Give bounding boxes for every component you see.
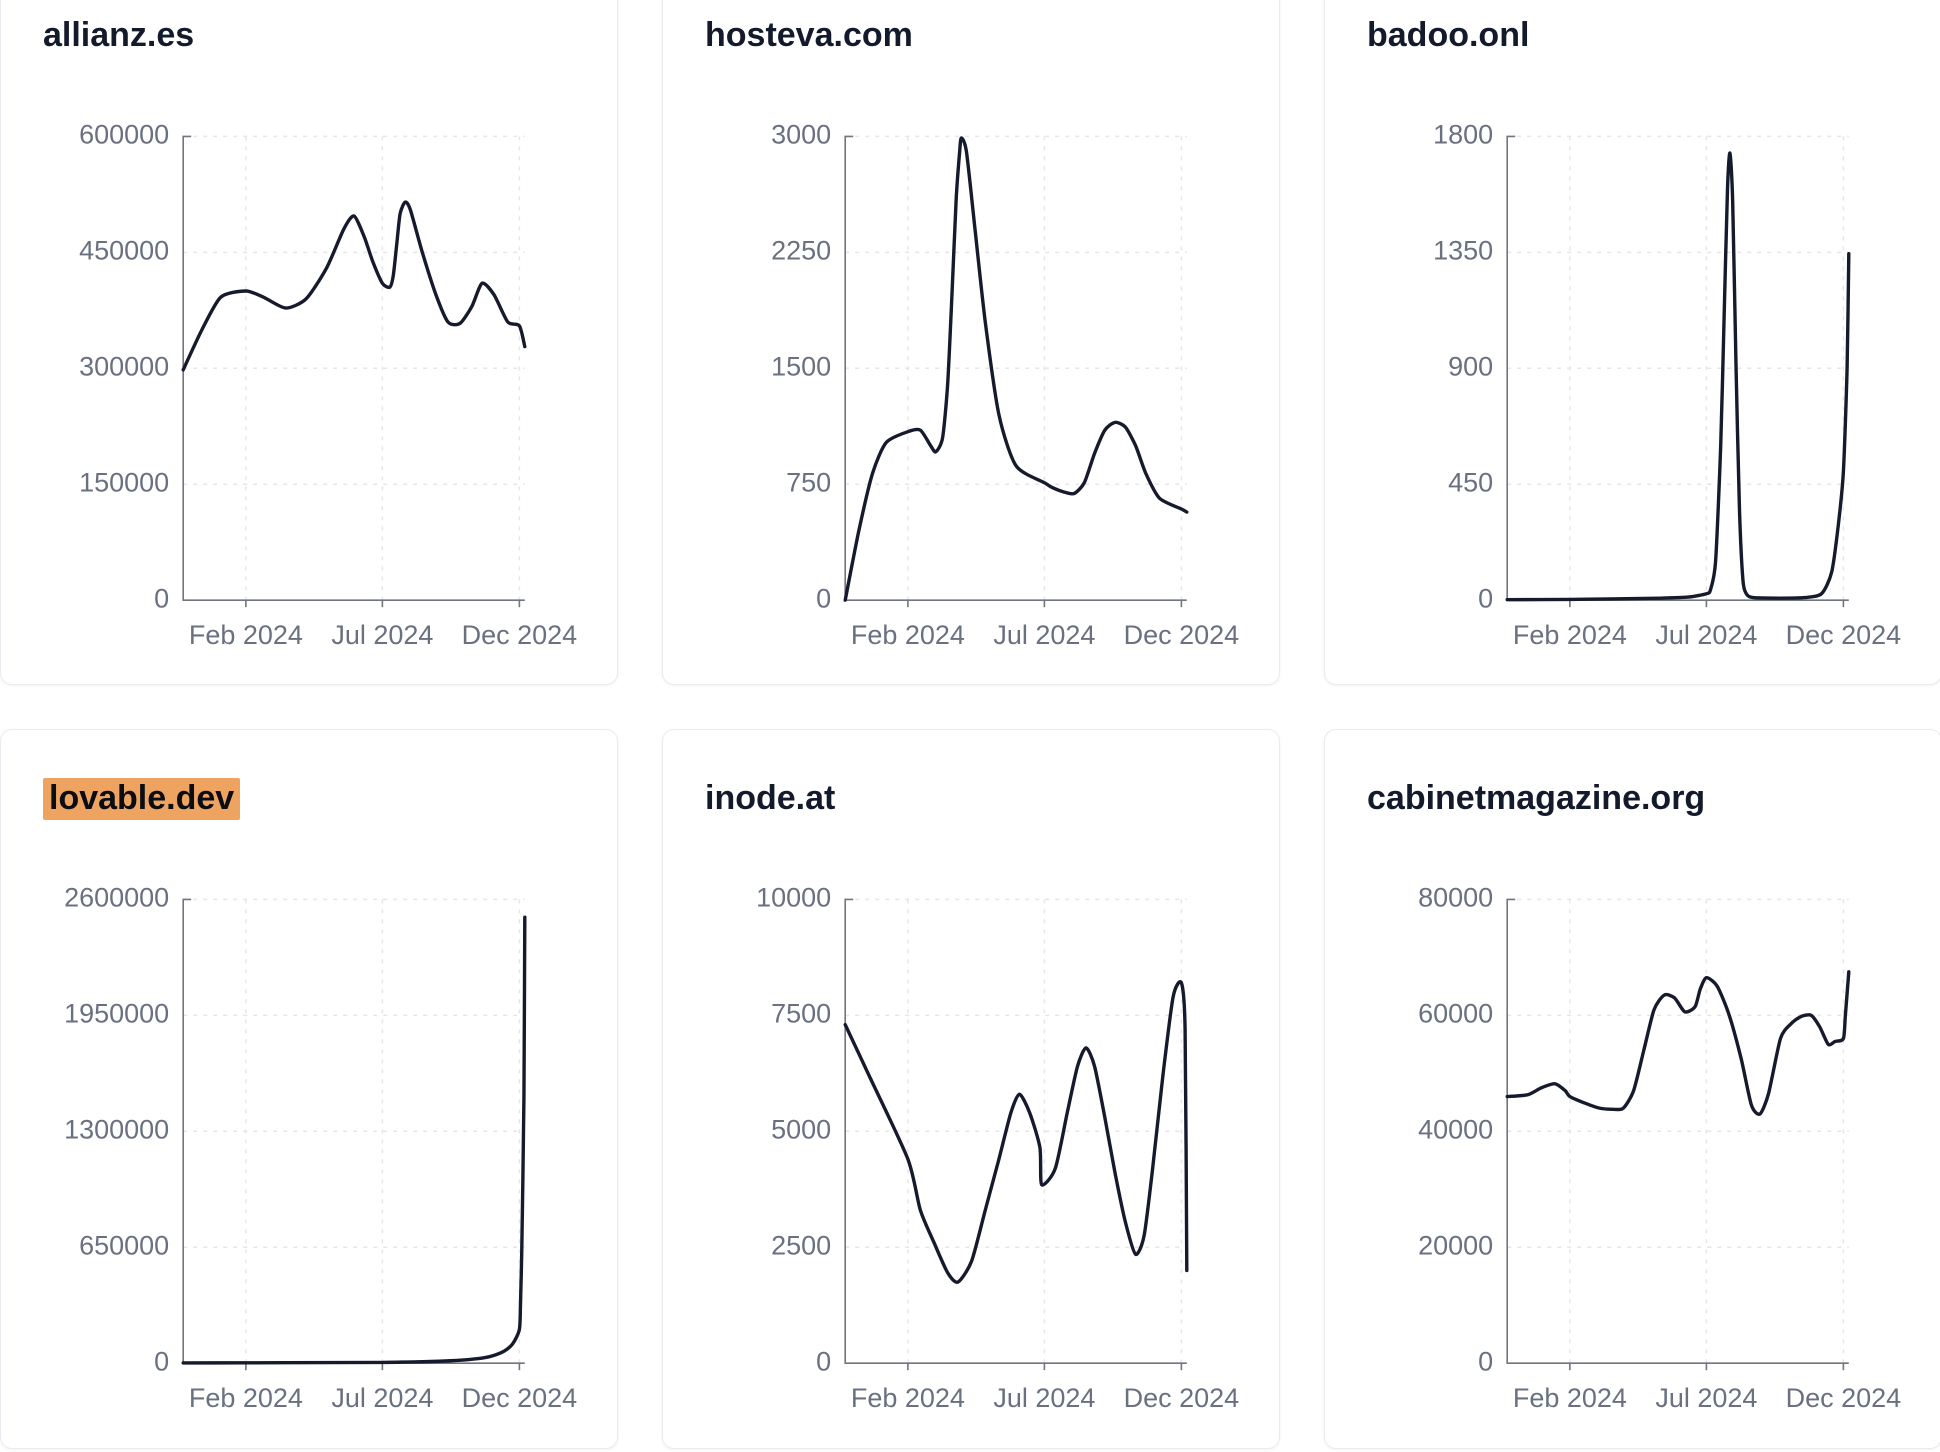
svg-text:Dec 2024: Dec 2024 [1786,1383,1902,1413]
svg-text:Dec 2024: Dec 2024 [462,1383,578,1413]
svg-text:Dec 2024: Dec 2024 [462,620,578,650]
svg-text:Feb 2024: Feb 2024 [851,620,965,650]
svg-text:750: 750 [786,467,831,497]
svg-text:600000: 600000 [79,119,169,149]
svg-text:Feb 2024: Feb 2024 [1513,1383,1627,1413]
svg-text:40000: 40000 [1418,1114,1493,1144]
svg-text:150000: 150000 [79,467,169,497]
svg-text:5000: 5000 [771,1114,831,1144]
svg-text:0: 0 [816,1346,831,1376]
svg-text:1350: 1350 [1433,235,1493,265]
svg-text:900: 900 [1448,351,1493,381]
svg-text:0: 0 [154,583,169,613]
svg-text:650000: 650000 [79,1230,169,1260]
svg-text:1500: 1500 [771,351,831,381]
svg-text:Dec 2024: Dec 2024 [1786,620,1902,650]
svg-text:Feb 2024: Feb 2024 [189,620,303,650]
svg-text:60000: 60000 [1418,998,1493,1028]
svg-text:Jul 2024: Jul 2024 [1655,1383,1757,1413]
svg-text:Feb 2024: Feb 2024 [851,1383,965,1413]
svg-text:Feb 2024: Feb 2024 [1513,620,1627,650]
svg-text:2500: 2500 [771,1230,831,1260]
svg-text:0: 0 [1478,1346,1493,1376]
svg-text:10000: 10000 [756,883,831,913]
svg-text:0: 0 [1478,583,1493,613]
svg-text:Feb 2024: Feb 2024 [189,1383,303,1413]
svg-text:Dec 2024: Dec 2024 [1124,620,1240,650]
svg-text:1800: 1800 [1433,119,1493,149]
svg-text:Jul 2024: Jul 2024 [1655,620,1757,650]
svg-text:2600000: 2600000 [64,883,169,913]
svg-text:0: 0 [154,1346,169,1376]
svg-text:1300000: 1300000 [64,1114,169,1144]
svg-text:Jul 2024: Jul 2024 [993,620,1095,650]
svg-text:450: 450 [1448,467,1493,497]
svg-text:0: 0 [816,583,831,613]
svg-text:Jul 2024: Jul 2024 [331,620,433,650]
svg-text:Jul 2024: Jul 2024 [331,1383,433,1413]
svg-text:Dec 2024: Dec 2024 [1124,1383,1240,1413]
svg-text:20000: 20000 [1418,1230,1493,1260]
svg-text:Jul 2024: Jul 2024 [993,1383,1095,1413]
svg-text:80000: 80000 [1418,883,1493,913]
svg-text:450000: 450000 [79,235,169,265]
svg-text:2250: 2250 [771,235,831,265]
svg-text:7500: 7500 [771,998,831,1028]
svg-text:3000: 3000 [771,119,831,149]
svg-text:300000: 300000 [79,351,169,381]
svg-text:1950000: 1950000 [64,998,169,1028]
